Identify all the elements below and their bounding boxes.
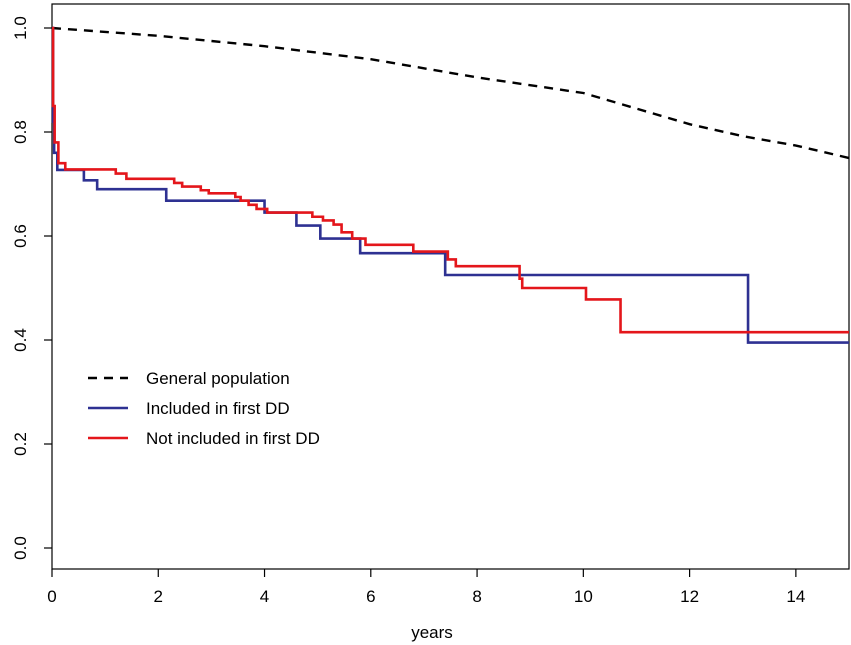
legend-label-general-population: General population [146,369,290,388]
x-tick-label: 8 [472,587,481,606]
y-axis: 0.0 0.2 0.4 0.6 0.8 1.0 [11,16,52,560]
y-tick-label: 0.0 [11,536,30,560]
legend: General population Included in first DD … [88,369,320,448]
plot-frame [51,3,850,570]
series-line-general-population [51,26,850,160]
y-tick-label: 0.8 [11,120,30,144]
y-tick-label: 0.6 [11,224,30,248]
x-tick-label: 10 [574,587,593,606]
x-tick-label: 4 [260,587,269,606]
y-tick-label: 0.4 [11,328,30,352]
x-tick-label: 14 [786,587,805,606]
series-line-included-in-first-dd [51,26,849,344]
legend-label-included: Included in first DD [146,399,290,418]
series-layer [51,26,850,344]
x-tick-label: 2 [154,587,163,606]
x-tick-label: 12 [680,587,699,606]
series-line-not-included-in-first-dd [51,26,849,334]
x-tick-label: 6 [366,587,375,606]
y-tick-label: 1.0 [11,16,30,40]
x-tick-label: 0 [47,587,56,606]
y-tick-label: 0.2 [11,432,30,456]
x-axis-title: years [411,623,453,642]
legend-label-not-included: Not included in first DD [146,429,320,448]
x-axis: 0 2 4 6 8 10 12 14 [47,569,805,606]
